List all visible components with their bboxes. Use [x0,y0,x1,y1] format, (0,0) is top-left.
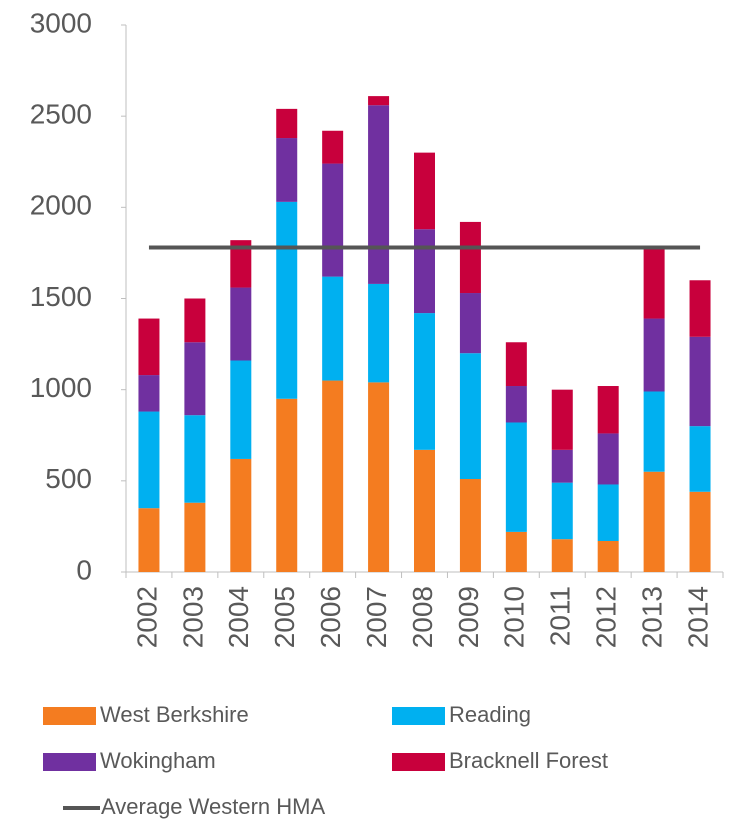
legend-label: Wokingham [100,748,216,773]
bar-segment [322,163,344,277]
bar-segment [459,221,481,294]
bar-segment [414,313,435,450]
bar-segment [505,342,527,387]
bar-segment [368,382,390,572]
bar-segment [230,458,252,572]
bar-segment [505,422,527,532]
bar-segment [597,433,619,485]
bar-segment [643,471,665,572]
bar-segment [414,229,435,314]
x-tick-label: 2003 [177,586,208,648]
y-tick-label: 0 [76,554,92,585]
bar-segment [551,482,573,540]
bar-segment [322,130,344,164]
bar-segment [184,415,206,503]
x-tick-label: 2013 [637,586,668,648]
bar-segment [138,508,160,572]
legend-label: Bracknell Forest [449,748,608,773]
y-tick-label: 2000 [30,190,92,221]
legend-swatch [43,753,96,771]
bar-segment [459,479,481,572]
bar-segment [184,342,206,416]
x-tick-label: 2012 [591,586,622,648]
bar-segment [689,491,711,572]
bar-segment [551,389,573,450]
x-tick-label: 2002 [131,586,162,648]
y-tick-label: 2500 [30,99,92,130]
bar-segment [643,247,665,319]
x-tick-label: 2009 [453,586,484,648]
bar-segment [689,336,711,427]
bar-segment [184,298,206,343]
legend-label: Average Western HMA [101,794,325,819]
bar-segment [230,287,252,361]
bar-segment [368,96,390,106]
bar-segment [551,539,573,572]
legend-swatch [392,753,445,771]
bar-segment [459,293,481,354]
y-tick-label: 1000 [30,372,92,403]
bar-segment [643,318,665,392]
bar-segment [276,138,298,202]
bar-segment [459,353,481,480]
bar-segment [597,541,619,572]
x-tick-label: 2014 [682,586,713,648]
bar-segment [551,449,573,483]
y-tick-label: 1500 [30,281,92,312]
legend-swatch [392,707,445,725]
bar-segment [505,531,527,572]
bar-segment [276,108,298,139]
bar-segment [643,391,665,472]
bar-segment [414,449,435,572]
bar-segment [138,375,160,412]
y-tick-label: 3000 [30,7,92,38]
x-tick-label: 2005 [269,586,300,648]
x-tick-label: 2010 [499,586,530,648]
bar-segment [138,318,160,376]
legend-label: Reading [449,702,531,727]
legend-label: West Berkshire [100,702,249,727]
bar-segment [184,502,206,572]
x-tick-label: 2007 [361,586,392,648]
bar-segment [138,411,160,509]
legend-swatch [43,707,96,725]
bar-segment [689,280,711,337]
bar-segment [230,360,252,459]
bar-segment [230,240,252,288]
bar-segment [689,426,711,492]
bar-segment [414,152,435,230]
bar-segment [322,276,344,381]
bar-segment [505,386,527,423]
bar-segment [368,283,390,383]
bar-segment [276,398,298,572]
x-tick-label: 2004 [223,586,254,648]
bar-segment [322,380,344,572]
x-tick-label: 2006 [315,586,346,648]
y-tick-label: 500 [45,463,92,494]
bar-segment [368,105,390,284]
x-tick-label: 2011 [545,586,576,646]
bar-segment [597,386,619,434]
bar-segment [597,484,619,542]
bar-segment [276,201,298,399]
x-tick-label: 2008 [407,586,438,648]
